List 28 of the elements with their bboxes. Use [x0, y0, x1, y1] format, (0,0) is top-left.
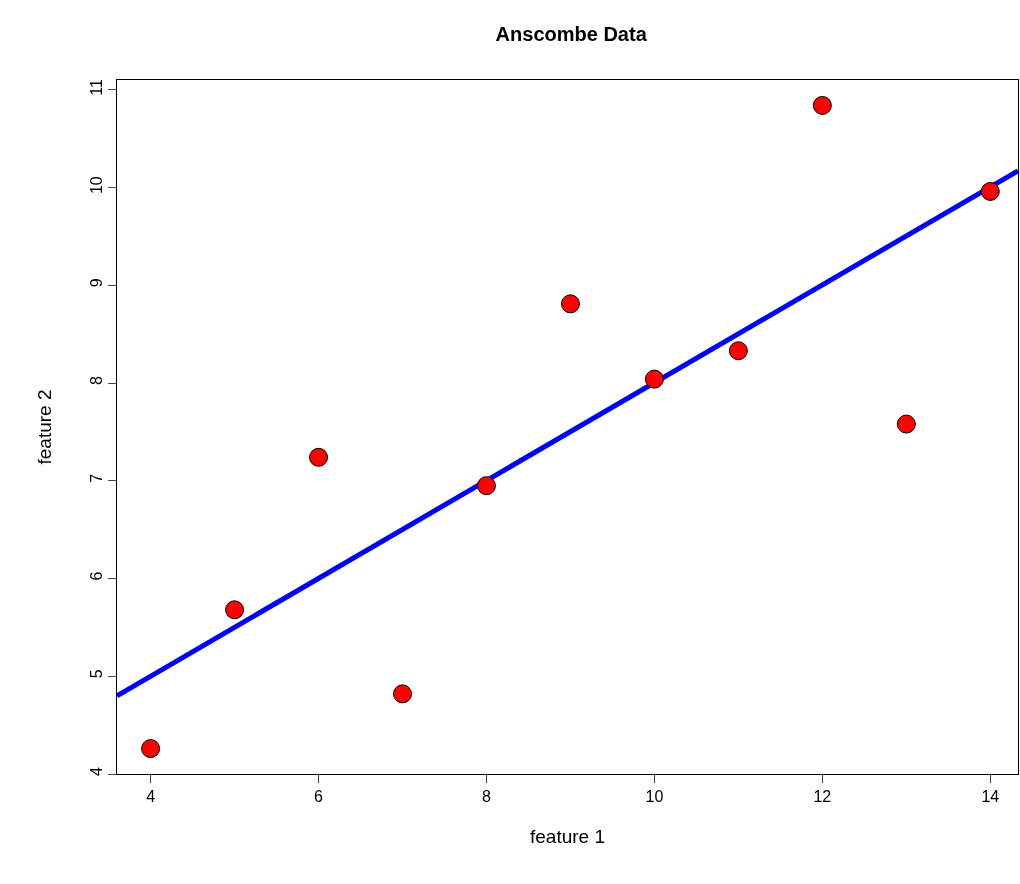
y-tick-label: 8: [87, 376, 105, 386]
point: [141, 739, 161, 759]
y-tick-label: 5: [87, 669, 105, 679]
y-tick-label: 6: [87, 571, 105, 581]
chart-title: Anscombe Data: [495, 22, 648, 45]
point: [560, 294, 580, 314]
point: [393, 684, 412, 704]
point: [896, 414, 916, 434]
y-axis-title: feature 2: [34, 389, 56, 465]
point: [644, 369, 664, 389]
y-tick-label: 4: [87, 767, 105, 777]
point: [812, 95, 832, 115]
y-tick-label: 7: [87, 473, 105, 483]
point: [728, 341, 748, 361]
point: [980, 181, 1000, 201]
point: [309, 447, 329, 467]
y-tick-label: 11: [87, 78, 105, 96]
x-tick-label: 14: [981, 788, 1000, 806]
x-axis-title: feature 1: [530, 826, 605, 847]
x-tick-label: 10: [645, 788, 664, 806]
point: [476, 476, 496, 496]
y-tick-label: 10: [87, 176, 105, 195]
y-tick-label: 9: [87, 278, 105, 288]
x-tick-label: 8: [482, 788, 492, 806]
x-tick-label: 6: [314, 788, 324, 806]
point: [225, 600, 245, 620]
x-tick-label: 12: [813, 788, 832, 806]
x-tick-label: 4: [146, 788, 156, 806]
